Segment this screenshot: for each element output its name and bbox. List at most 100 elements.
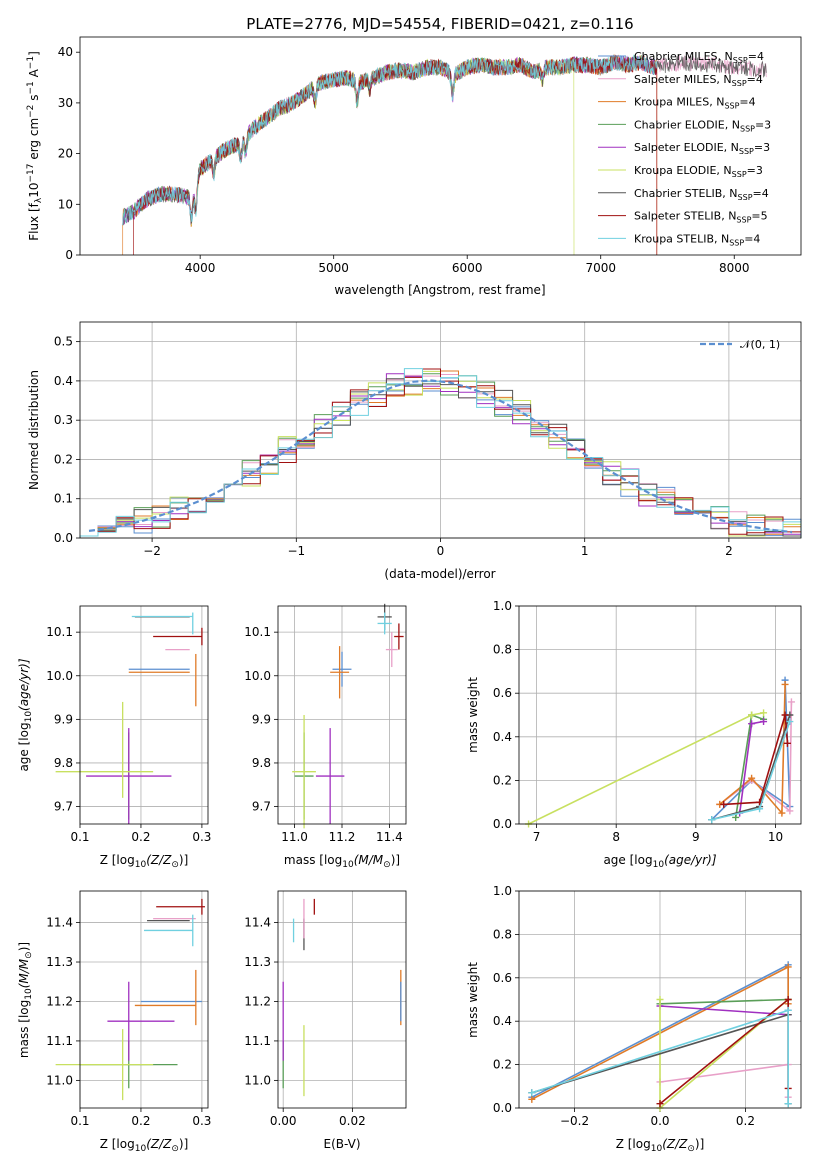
spectrum-legend: Chabrier MILES, NSSP=4 Salpeter MILES, NS… (598, 50, 771, 247)
weight-point-kroupa_miles (778, 809, 786, 817)
x-tick-label: 11.2 (329, 830, 356, 844)
residual-axes-frame (79, 321, 802, 539)
mass-ebv-xlabel: E(B-V) (323, 1137, 360, 1151)
legend-label-kroupa_stelib: Kroupa STELIB, NSSP=4 (634, 232, 760, 247)
histogram-kroupa_stelib (79, 368, 802, 538)
weight-point-kroupa_elodie (748, 711, 756, 719)
spectrum-line-kroupa_stelib (122, 54, 658, 226)
mass-ebv-frame (277, 890, 407, 1109)
x-tick-label: 0.1 (70, 830, 89, 844)
legend-label-salpeter_elodie: Salpeter ELODIE, NSSP=3 (634, 141, 770, 156)
normal-legend-label: 𝒩(0, 1) (740, 338, 780, 351)
y-tick-label: 10.1 (244, 625, 271, 639)
weight-line-salpeter_stelib (723, 714, 789, 806)
y-tick-label: 0.5 (54, 335, 73, 349)
weight-point-salpeter_stelib (720, 800, 728, 808)
weight-z-panel: −0.2 0.0 0.2 0.0 0.2 0.4 0.6 0.8 1.0 Z [log10(Z/… (466, 884, 802, 1154)
weight-point-salpeter_stelib (781, 711, 789, 719)
mass-z-frame (79, 890, 209, 1109)
y-tick-label: 1.0 (493, 884, 512, 898)
weight-point-salpeter_elodie (748, 720, 756, 728)
x-tick-label: −0.2 (560, 1114, 589, 1128)
y-tick-label: 9.8 (54, 756, 73, 770)
weight-point-kroupa_elodie (656, 996, 664, 1003)
y-tick-label: 9.7 (252, 800, 271, 814)
x-tick-label: 0.0 (650, 1114, 669, 1128)
weight-point-salpeter_stelib (784, 996, 792, 1003)
x-tick-label: 4000 (185, 261, 216, 275)
weight-line-salpeter_elodie (659, 1005, 789, 1016)
x-tick-label: 0.3 (192, 830, 211, 844)
weight-point-kroupa_miles (781, 680, 789, 688)
legend-label-salpeter_miles: Salpeter MILES, NSSP=4 (634, 73, 763, 88)
spectrum-line-chabrier_miles (122, 54, 658, 226)
spectrum-ylabel: Flux [fλ10−17 erg cm−2 s−1 A−1] (26, 51, 44, 241)
y-tick-label: 11.3 (46, 955, 73, 969)
weight-z-ylabel: mass weight (466, 962, 480, 1038)
weight-point-kroupa_miles (528, 1095, 536, 1103)
spectrum-line-kroupa_miles (122, 54, 658, 255)
normal-curve (88, 379, 793, 534)
weight-point-salpeter_stelib (783, 739, 791, 747)
age-z-frame (79, 605, 209, 825)
weight-line-chabrier_elodie (659, 998, 789, 1005)
weight-age-plot: 7 8 9 10 0.0 0.2 0.4 0.6 0.8 1.0 (493, 599, 801, 844)
y-tick-label: 1.0 (493, 599, 512, 613)
weight-point-salpeter_elodie (760, 718, 768, 726)
y-tick-label: 0.8 (493, 927, 512, 941)
weight-point-kroupa_stelib (786, 718, 794, 726)
y-tick-label: 0.2 (493, 773, 512, 787)
legend-label-chabrier_elodie: Chabrier ELODIE, NSSP=3 (634, 118, 771, 133)
x-tick-label: 5000 (318, 261, 349, 275)
y-tick-label: 20 (58, 147, 73, 161)
weight-point-chabrier_elodie (732, 813, 740, 821)
y-tick-label: 11.4 (46, 916, 73, 930)
weight-age-ylabel: mass weight (466, 677, 480, 753)
age-z-xlabel: Z [log10(Z/Z⊙)] (100, 853, 189, 870)
x-tick-label: 7000 (585, 261, 616, 275)
weight-line-kroupa_miles (719, 684, 786, 816)
y-tick-label: 0.2 (493, 1058, 512, 1072)
y-tick-label: 9.8 (252, 756, 271, 770)
y-tick-label: 0.3 (54, 413, 73, 427)
spectrum-ticks: 4000 5000 6000 7000 8000 0 10 20 30 40 (58, 45, 750, 275)
age-mass-frame (277, 605, 407, 825)
age-z-plot: 0.1 0.2 0.3 9.7 9.8 9.9 10.0 10.1 (46, 606, 211, 844)
x-tick-label: 11.0 (281, 830, 308, 844)
y-tick-label: 0.6 (493, 971, 512, 985)
x-tick-label: 10 (768, 830, 783, 844)
y-tick-label: 9.9 (54, 712, 73, 726)
weight-age-xlabel: age [log10(age/yr)] (603, 853, 716, 870)
weight-point-kroupa_elodie (760, 709, 768, 717)
x-tick-label: −2 (143, 544, 161, 558)
y-tick-label: 40 (58, 45, 73, 59)
weight-point-kroupa_stelib (784, 1006, 792, 1014)
y-tick-label: 11.0 (244, 1073, 271, 1087)
age-mass-plot: 11.0 11.2 11.4 9.7 9.8 9.9 10.0 10.1 (244, 603, 406, 844)
weight-z-plot: −0.2 0.0 0.2 0.0 0.2 0.4 0.6 0.8 1.0 (493, 884, 801, 1128)
residual-panel: −2 −1 0 1 2 0.0 0.1 0.2 0.3 0.4 0.5 (data-model)/e… (27, 321, 802, 581)
y-tick-label: 9.9 (252, 712, 271, 726)
y-tick-label: 0.1 (54, 492, 73, 506)
y-tick-label: 11.3 (244, 955, 271, 969)
y-tick-label: 11.2 (244, 994, 271, 1008)
x-tick-label: 2 (725, 544, 733, 558)
weight-point-kroupa_miles (784, 963, 792, 971)
x-tick-label: 8000 (719, 261, 750, 275)
x-tick-label: 0.3 (192, 1114, 211, 1128)
weight-z-frame (518, 890, 802, 1109)
legend-label-kroupa_miles: Kroupa MILES, NSSP=4 (634, 96, 756, 111)
x-tick-label: 1 (581, 544, 589, 558)
residual-series (79, 368, 802, 538)
mass-z-xlabel: Z [log10(Z/Z⊙)] (100, 1137, 189, 1154)
spectrum-line-chabrier_elodie (122, 54, 658, 226)
x-tick-label: 0.1 (70, 1114, 89, 1128)
y-tick-label: 30 (58, 96, 73, 110)
weight-z-xlabel: Z [log10(Z/Z⊙)] (616, 1137, 705, 1154)
y-tick-label: 0.4 (493, 1014, 512, 1028)
y-tick-label: 10.0 (244, 669, 271, 683)
weight-point-kroupa_stelib (784, 1100, 792, 1108)
x-tick-label: 0 (437, 544, 445, 558)
x-tick-label: 6000 (452, 261, 483, 275)
